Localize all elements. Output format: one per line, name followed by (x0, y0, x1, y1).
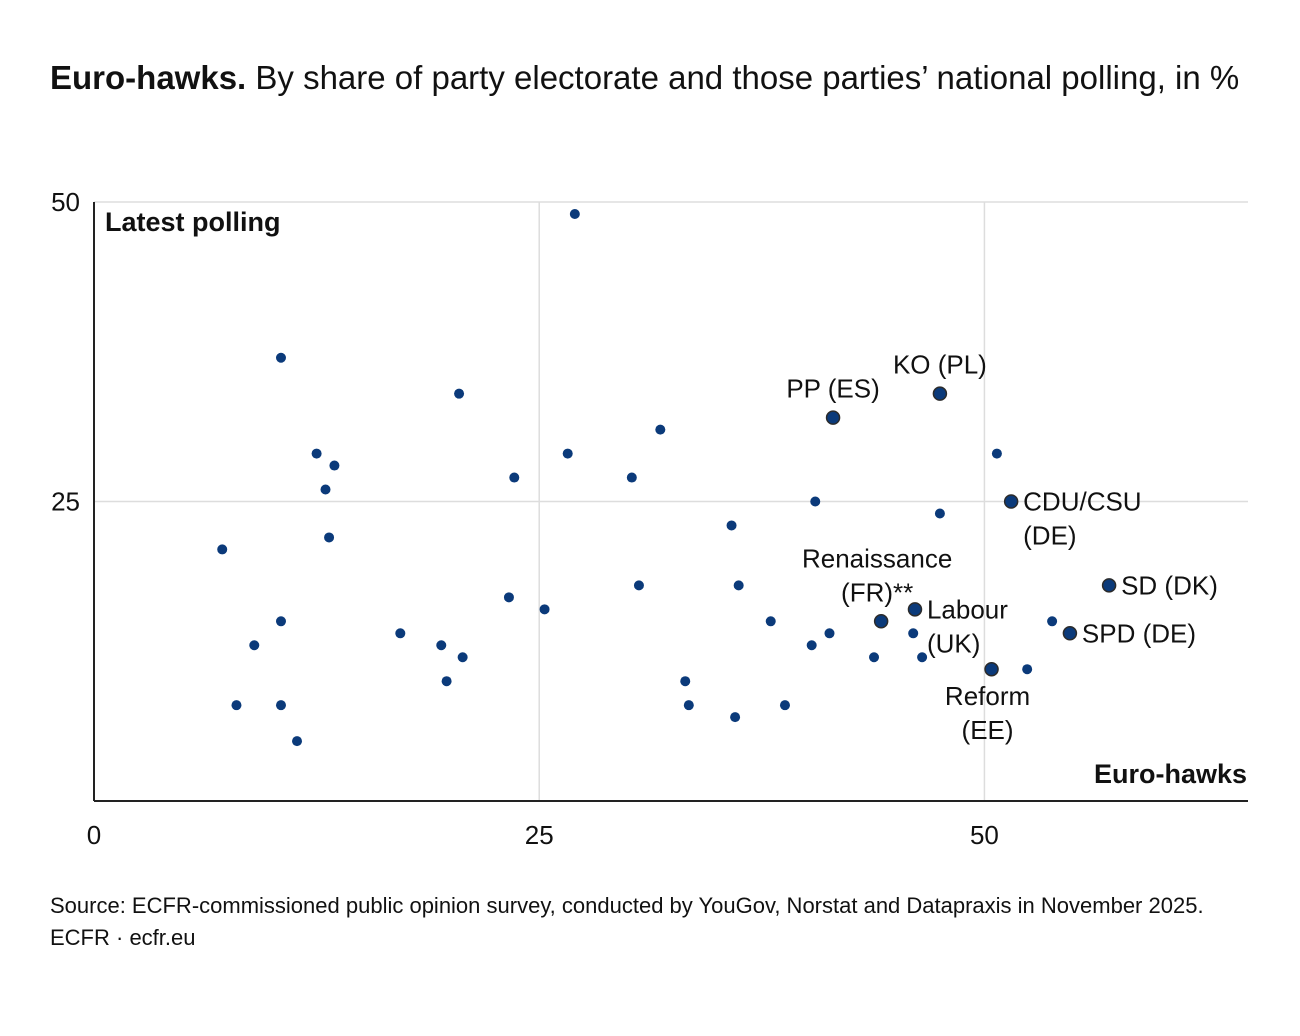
data-point-highlighted (907, 602, 923, 617)
x-tick-label: 50 (970, 820, 999, 850)
data-point (231, 700, 242, 711)
data-point (275, 616, 286, 627)
chart-title-bold: Euro-hawks. (50, 59, 247, 96)
data-point (441, 676, 452, 687)
data-label: PP (ES) (786, 374, 879, 404)
scatter-chart: 25 50 0 25 50 Latest polling Euro-hawks PP (ES)… (51, 187, 1248, 850)
x-tick-label: 25 (525, 820, 554, 850)
data-point (329, 460, 340, 471)
data-point (562, 448, 573, 459)
data-point (733, 580, 744, 591)
data-point (292, 736, 303, 747)
data-point (457, 652, 468, 663)
chart-title-rest: By share of party electorate and those p… (246, 59, 1240, 96)
data-point (869, 652, 880, 663)
data-point-highlighted (1062, 626, 1078, 641)
source-note: Source: ECFR-commissioned public opinion… (50, 893, 1204, 918)
data-point (503, 592, 514, 603)
data-point-highlighted (1101, 578, 1117, 593)
data-label: SD (DK) (1121, 570, 1218, 600)
credit-line: ECFR · ecfr.eu (50, 925, 196, 950)
data-point (217, 544, 228, 555)
data-label: Renaissance (FR)** (802, 543, 952, 607)
data-point (765, 616, 776, 627)
chart-footer: Source: ECFR-commissioned public opinion… (50, 890, 1250, 954)
data-point (1047, 616, 1058, 627)
data-point (275, 352, 286, 363)
data-point (908, 628, 919, 639)
data-point (633, 580, 644, 591)
data-point (275, 700, 286, 711)
x-axis-title: Euro-hawks (1094, 759, 1247, 789)
data-point (569, 208, 580, 219)
data-point (509, 472, 520, 483)
data-point-highlighted (825, 410, 841, 425)
data-point (324, 532, 335, 543)
data-point (683, 700, 694, 711)
data-point (454, 388, 465, 399)
data-point (395, 628, 406, 639)
y-tick-label: 50 (51, 187, 80, 217)
data-label: SPD (DE) (1082, 618, 1196, 648)
data-point (991, 448, 1002, 459)
data-point (824, 628, 835, 639)
data-point (539, 604, 550, 615)
data-point (810, 496, 821, 507)
x-tick-label: 0 (87, 820, 101, 850)
data-point (680, 676, 691, 687)
y-tick-label: 25 (51, 487, 80, 517)
data-point (311, 448, 322, 459)
data-label: Reform (EE) (945, 681, 1030, 745)
data-point (806, 640, 817, 651)
data-point (320, 484, 331, 495)
data-point (917, 652, 928, 663)
data-point (626, 472, 637, 483)
data-point (436, 640, 447, 651)
data-label: Labour (UK) (927, 594, 1008, 658)
data-point (655, 424, 666, 435)
data-point (934, 508, 945, 519)
y-axis-title: Latest polling (105, 207, 281, 237)
data-point-highlighted (984, 661, 999, 677)
data-point (249, 640, 260, 651)
data-point (779, 700, 790, 711)
data-point-highlighted (932, 386, 948, 401)
data-point (730, 712, 741, 723)
data-label: KO (PL) (893, 350, 987, 380)
data-label: CDU/CSU (DE) (1023, 487, 1141, 551)
data-point (1022, 664, 1033, 675)
data-point (726, 520, 737, 531)
chart-title: Euro-hawks. By share of party electorate… (50, 56, 1270, 100)
data-point-highlighted (873, 614, 889, 629)
data-point-highlighted (1003, 494, 1019, 509)
